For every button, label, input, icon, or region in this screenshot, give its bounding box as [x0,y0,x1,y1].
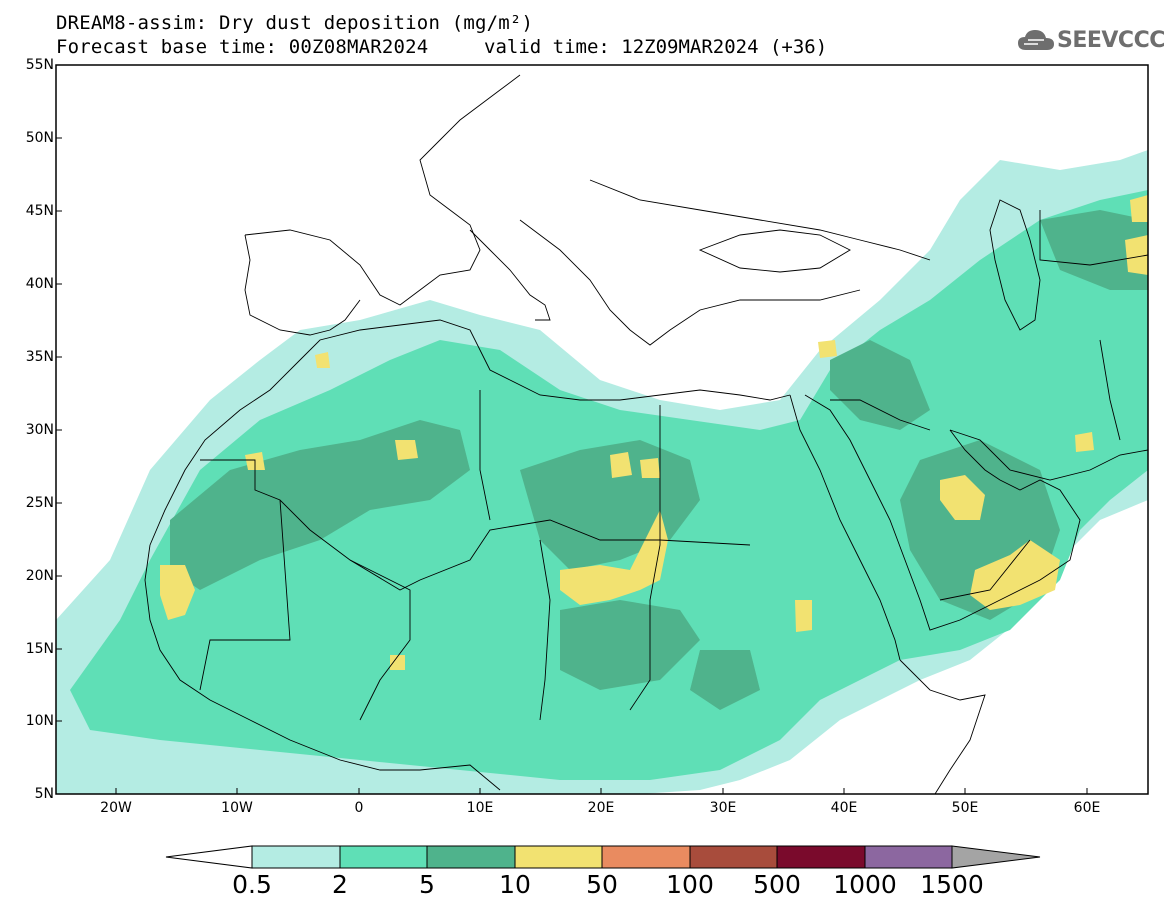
colorbar-label: 1500 [920,870,984,899]
lon-label: 20E [587,800,615,816]
colorbar-label: 50 [586,870,618,899]
colorbar-bin [251,845,341,869]
coastlines-and-borders [144,74,1149,795]
colorbar-bin [339,845,428,869]
lat-label: 45N [25,203,54,219]
lon-label: 40E [830,800,858,816]
colorbar-bin [426,845,516,869]
lat-label: 40N [25,276,54,292]
colorbar-label: 5 [419,870,435,899]
colorbar-bin [514,845,603,869]
lat-label: 20N [25,568,54,584]
colorbar-bin [601,845,691,869]
lat-label: 10N [25,713,54,729]
lon-label: 10E [466,800,494,816]
dust-field [56,150,1148,794]
colorbar-label: 2 [332,870,348,899]
lon-label: 60E [1073,800,1101,816]
dust-band-yellow [160,195,1148,670]
colorbar-label: 1000 [833,870,897,899]
colorbar-over-arrow [951,845,1041,869]
valid-time: valid time: 12Z09MAR2024 (+36) [484,36,828,58]
lat-label: 15N [25,641,54,657]
colorbar-label: 500 [753,870,801,899]
colorbar-bin [689,845,778,869]
colorbar-bin [776,845,866,869]
map-title: DREAM8-assim: Dry dust deposition (mg/m²… [56,12,534,34]
colorbar-bin [864,845,953,869]
lat-label: 50N [25,130,54,146]
lon-label: 50E [951,800,979,816]
cloud-icon [1018,30,1054,50]
colorbar-under-arrow [165,845,253,869]
colorbar [165,845,1041,869]
lat-label: 5N [34,786,54,802]
lon-label: 0 [354,800,364,816]
forecast-base-time: Forecast base time: 00Z08MAR2024 [56,36,429,58]
logo-text: SEEVCCC [1057,28,1165,53]
lat-label: 55N [25,57,54,73]
lat-label: 35N [25,349,54,365]
colorbar-label: 10 [499,870,531,899]
lon-label: 10W [221,800,253,816]
colorbar-label: 100 [666,870,714,899]
lat-label: 30N [25,422,54,438]
axis-ticks [56,64,1088,794]
lat-label: 25N [25,495,54,511]
colorbar-label: 0.5 [232,870,272,899]
lon-label: 30E [709,800,737,816]
lon-label: 20W [100,800,132,816]
